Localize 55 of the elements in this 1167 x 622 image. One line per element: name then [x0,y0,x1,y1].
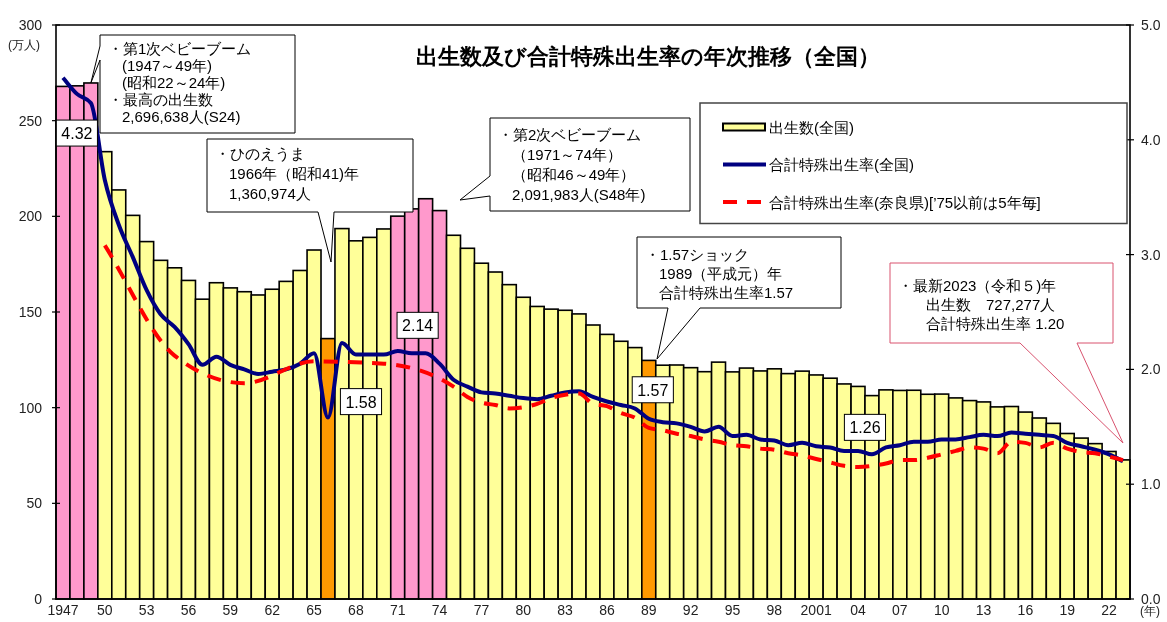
y2-tick-label: 5.0 [1141,17,1161,33]
x-tick-label: 56 [180,602,197,618]
legend-label: 合計特殊出生率(奈良県)[’75以前は5年毎] [769,193,1041,211]
x-tick-label: 80 [515,602,532,618]
x-tick-label: 86 [599,602,615,618]
x-tick-label: 16 [1017,602,1034,618]
x-tick-label: 77 [473,602,490,618]
x-tick-label: 89 [641,602,657,618]
x-tick-label: 1947 [47,602,79,618]
y-tick-label: 100 [18,399,43,416]
y-axis-title: (万人) [8,38,40,52]
y-tick-label: 0 [34,591,43,607]
y2-tick-label: 2.0 [1141,361,1161,378]
data-label: 2.14 [402,317,434,335]
x-tick-label: 62 [264,602,281,618]
y-tick-label: 200 [18,208,43,225]
y2-tick-label: 3.0 [1141,246,1161,263]
annotation: ・第2次ベビーブーム（1971～74年）（昭和46～49年） 2,091,983人(S48年) [498,126,646,203]
x-tick-label: 74 [431,602,448,618]
x-tick-label: 95 [724,602,741,618]
data-label: 4.32 [61,125,93,143]
x-tick-label: 22 [1101,602,1118,618]
legend-label: 出生数(全国) [769,118,854,136]
x-axis-title: (年) [1140,604,1160,618]
x-tick-label: 13 [975,602,992,618]
data-label: 1.26 [849,419,881,437]
annotation: ・1.57ショック 1989（平成元）年合計特殊出生率1.57 [645,246,794,301]
x-tick-label: 92 [682,602,699,618]
x-tick-label: 2001 [800,602,832,618]
data-label: 1.58 [345,393,377,411]
y-tick-label: 300 [18,17,43,33]
text: 出生数及び合計特殊出生率の年次推移（全国） [416,44,880,69]
x-tick-label: 83 [557,602,574,618]
x-tick-label: 04 [850,602,867,618]
y2-tick-label: 4.0 [1141,131,1161,148]
x-tick-label: 53 [138,602,155,618]
x-tick-label: 50 [97,602,113,618]
x-tick-label: 65 [306,602,323,618]
x-tick-label: 68 [348,602,364,618]
x-tick-label: 10 [933,602,950,618]
legend-label: 合計特殊出生率(全国) [769,156,914,173]
annotation: ・最新2023（令和５)年出生数 727,277人合計特殊出生率 1.20 [898,277,1065,332]
x-tick-label: 98 [766,602,783,618]
data-label: 1.57 [637,381,669,399]
annotation: ・ひのえうま 1966年（昭和41)年 1,360,974人 [215,145,360,202]
x-tick-label: 19 [1059,602,1076,618]
y2-tick-label: 1.0 [1141,476,1161,493]
y-tick-label: 50 [26,495,43,512]
annotation: ・第1次ベビーブーム (1947～49年) (昭和22～24年) ・最高の出生数 2,696,638人(S24) [108,40,252,125]
y2-tick-label: 0.0 [1141,591,1161,607]
x-tick-label: 71 [389,602,406,618]
x-tick-label: 59 [222,602,239,618]
y-tick-label: 250 [18,112,43,129]
y-tick-label: 150 [18,304,43,320]
x-tick-label: 07 [892,602,908,618]
